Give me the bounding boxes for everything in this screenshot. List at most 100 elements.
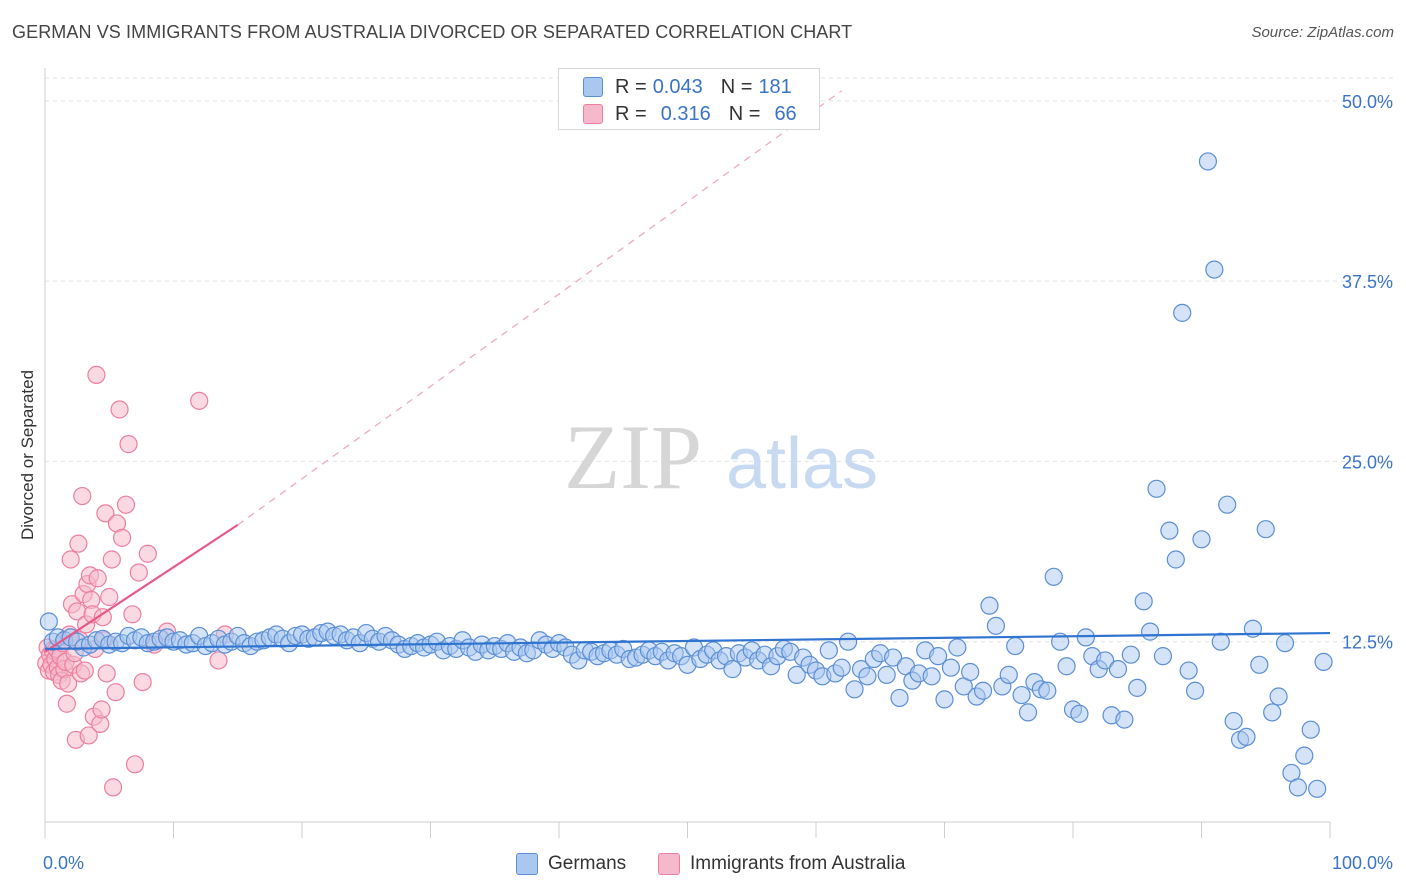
australia-point [106, 683, 125, 702]
australia-point [88, 569, 107, 588]
german-point [973, 681, 993, 700]
australia-point [123, 605, 142, 624]
australia-point [110, 400, 129, 419]
german-point [1198, 152, 1218, 171]
german-point [1185, 681, 1205, 700]
australia-point [97, 664, 116, 683]
german-point [1250, 655, 1269, 674]
legend-n-label: N = [728, 102, 761, 125]
chart-title: GERMAN VS IMMIGRANTS FROM AUSTRALIA DIVO… [12, 22, 853, 42]
german-point [890, 688, 909, 708]
australia-points [37, 365, 234, 797]
australia-point [96, 504, 115, 523]
german-point [1038, 681, 1057, 700]
legend-n-value-germans: 181 [758, 75, 792, 98]
legend-n-value-australia: 66 [774, 102, 797, 125]
watermark-zip: ZIP [564, 406, 702, 508]
german-point [1128, 678, 1147, 697]
german-point [39, 612, 58, 631]
australia-point [112, 528, 132, 547]
australia-point [129, 563, 148, 582]
german-point [858, 667, 877, 686]
australia-point [104, 778, 123, 797]
australia-point [116, 495, 136, 514]
australia-point [69, 534, 88, 553]
german-point [941, 658, 961, 677]
grid-lines [45, 77, 1395, 643]
german-point [1179, 661, 1198, 680]
australia-point [93, 608, 112, 627]
watermark-atlas: atlas [726, 424, 878, 504]
trend-lines [44, 90, 1331, 653]
german-point [1275, 634, 1295, 653]
german-point [1044, 567, 1063, 586]
source-label: Source: ZipAtlas.com [1251, 24, 1394, 41]
german-point [922, 667, 941, 686]
australia-point [79, 726, 98, 745]
german-point [787, 665, 806, 684]
australia-point [138, 544, 157, 563]
german-point [986, 616, 1006, 635]
german-point [1057, 657, 1076, 676]
legend-row-germans: R = 0.043 N = 181 [583, 75, 792, 99]
bottom-legend-label-germans: Germans [548, 853, 627, 874]
german-point [1160, 521, 1179, 540]
tick-labels: 12.5% 25.0% 37.5% 50.0% 0.0% 100.0% [43, 92, 1393, 873]
y-tick-label: 25.0% [1342, 452, 1393, 472]
german-point [845, 680, 864, 699]
axes [44, 68, 1331, 838]
australia-point [92, 700, 111, 719]
german-point [1205, 260, 1224, 279]
german-point [1224, 711, 1243, 731]
german-point [1076, 628, 1095, 647]
x-tick-label-min: 0.0% [43, 853, 84, 873]
bottom-legend-australia: Immigrants from Australia [658, 852, 905, 876]
australia-point [87, 365, 106, 384]
australia-point [61, 550, 80, 569]
australia-trend-line [44, 523, 239, 653]
german-point [1096, 651, 1115, 670]
bottom-legend-swatch-australia [658, 853, 680, 875]
german-point [1012, 685, 1031, 705]
y-tick-label: 12.5% [1342, 633, 1393, 653]
german-point [1006, 636, 1025, 656]
australia-point [102, 550, 121, 569]
german-point [1153, 647, 1173, 666]
german-point [832, 658, 851, 677]
australia-point [190, 391, 209, 410]
australia-point [119, 435, 138, 454]
german-point [948, 638, 967, 657]
german-point [1070, 704, 1089, 723]
german-point [1173, 303, 1192, 322]
legend-swatch-australia [583, 104, 603, 124]
australia-point [209, 651, 228, 670]
german-point [1134, 592, 1153, 611]
german-point [1263, 703, 1282, 722]
german-point [1269, 687, 1288, 706]
german-point [1166, 550, 1185, 569]
german-point [1301, 720, 1320, 739]
german-point [723, 660, 742, 679]
legend-swatch-germans [583, 77, 603, 97]
german-point [819, 641, 838, 660]
german-point [1237, 727, 1256, 747]
german-trend-line [44, 631, 1331, 651]
australia-point [100, 587, 119, 607]
german-point [999, 665, 1018, 684]
australia-trend-extension [237, 90, 843, 526]
x-tick-label-max: 100.0% [1332, 853, 1393, 873]
german-point [1308, 779, 1327, 798]
german-point [1115, 710, 1134, 729]
german-point [1256, 520, 1275, 539]
german-point [1295, 746, 1314, 765]
german-point [1147, 479, 1166, 498]
watermark: ZIP atlas [564, 406, 878, 508]
german-point [961, 662, 980, 682]
legend-r-label: R = [615, 75, 647, 98]
german-point [1018, 703, 1038, 722]
german-point [1288, 778, 1307, 797]
legend-box: R = 0.043 N = 181 R = 0.316 N = 66 [558, 68, 820, 130]
german-point [877, 665, 896, 684]
legend-r-label: R = [615, 102, 647, 125]
